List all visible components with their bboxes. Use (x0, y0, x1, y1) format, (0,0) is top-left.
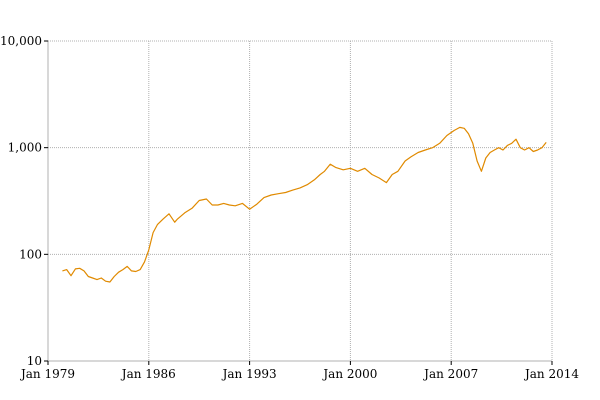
series-line (62, 126, 547, 283)
x-tick-label: Jan 2000 (321, 367, 377, 381)
x-tick-label: Jan 1979 (19, 367, 75, 381)
x-tick-label: Jan 1986 (120, 367, 176, 381)
grid (47, 40, 553, 362)
y-tick-label: 1,000 (8, 141, 42, 155)
y-tick-label: 100 (19, 247, 42, 261)
x-tick-label: Jan 2014 (523, 367, 579, 381)
y-tick-label: 10 (27, 354, 42, 368)
x-tick-label: Jan 2007 (422, 367, 478, 381)
x-tick-label: Jan 1993 (221, 367, 277, 381)
series-layer (62, 126, 547, 283)
axes (47, 41, 552, 362)
x-axis-ticks: Jan 1979 Jan 1986 Jan 1993 Jan 2000 Jan 2007… (19, 361, 579, 381)
y-tick-label: 10,000 (0, 34, 42, 48)
y-axis-ticks: 10 100 1,000 10,000 (0, 34, 48, 368)
